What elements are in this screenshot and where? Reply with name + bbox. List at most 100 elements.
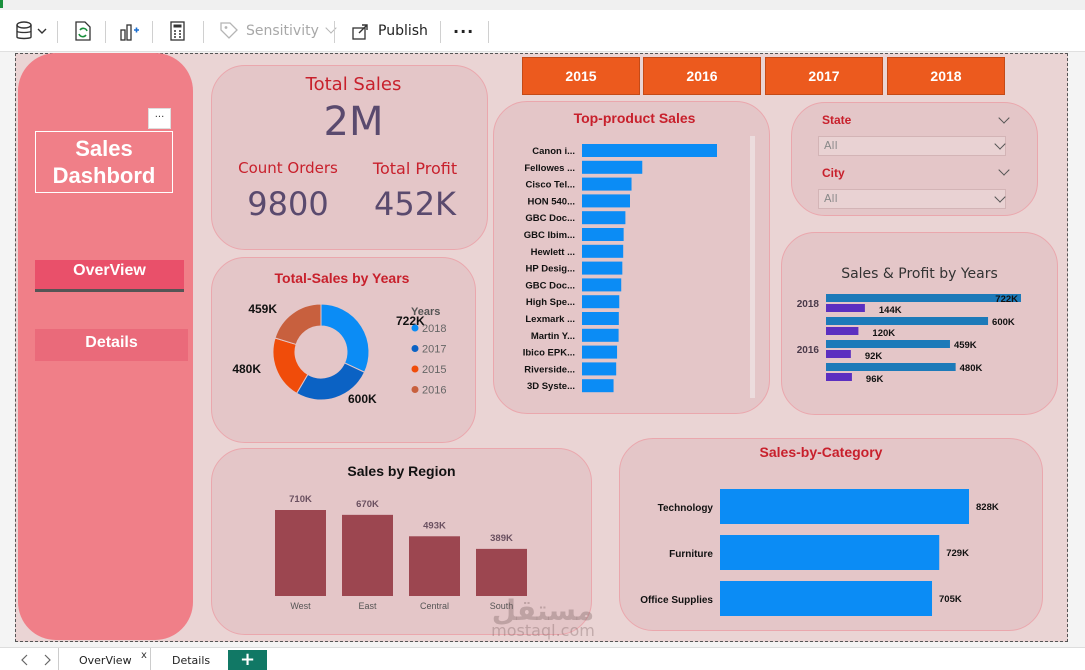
close-icon[interactable]: x [141,650,147,661]
region-category-label: East [358,601,377,611]
legend-marker-2018 [411,324,419,332]
category-bar [720,489,969,524]
tab-details[interactable]: Details [158,648,224,670]
sp-sales-bar [826,294,1021,302]
product-bar [582,278,622,292]
sp-year-label: 2018 [797,299,820,310]
sp-profit-bar [826,327,859,335]
sp-sales-label: 600K [992,317,1015,328]
year-2015-button[interactable]: 2015 [522,57,640,95]
data-source-button[interactable] [14,19,48,43]
region-bar [275,510,326,596]
more-options-button[interactable]: ··· [453,21,475,41]
sp-sales-bar [826,340,950,348]
toolbar-separator [334,21,335,43]
product-label: Riverside... [524,364,575,375]
nav-details-button[interactable]: Details [35,329,188,361]
region-category-label: Central [420,601,449,611]
donut-chart: 722K 600K 480K 459K Years 2018 2017 2015 2016 [232,302,446,406]
sp-profit-label: 144K [879,305,902,316]
sp-sales-label: 459K [954,340,977,351]
total-profit-value: 452K [373,185,457,223]
region-category-label: West [290,601,311,611]
product-bar [582,177,632,191]
product-label: Hewlett ... [531,247,575,258]
product-bar [582,261,623,275]
year-2017-button[interactable]: 2017 [765,57,883,95]
product-bar [582,244,624,258]
app-accent-mark [0,0,3,8]
city-filter-label: City [822,166,845,180]
count-orders-value: 9800 [247,185,329,223]
product-bar [582,362,617,376]
donut-data-label: 459K [248,302,277,316]
category-label: Technology [658,503,714,514]
year-2018-button[interactable]: 2018 [887,57,1005,95]
product-label: Fellowes ... [524,163,575,174]
product-label: HP Desig... [526,264,575,275]
calculation-button[interactable] [168,19,188,43]
top-products-scrollbar[interactable] [750,136,755,398]
category-data-label: 729K [946,548,969,559]
count-orders-label: Count Orders [238,159,338,177]
region-category-label: South [490,601,514,611]
product-bar [582,379,614,393]
product-label: 3D Syste... [527,381,575,392]
dashboard-title-line2: Dashbord [52,163,156,188]
product-label: Martin Y... [531,331,575,342]
donut-slice-2018 [320,303,370,373]
region-data-label: 389K [490,533,513,544]
sp-sales-bar [826,363,956,371]
region-chart: 710K West 670K East 493K Central 389K South [275,494,527,611]
year-2016-button[interactable]: 2016 [643,57,761,95]
donut-legend-title: Years [411,306,440,318]
sensitivity-icon [220,22,238,39]
product-bar [582,144,717,157]
tab-overview[interactable]: OverView x [58,648,151,670]
product-bar [582,211,626,225]
nav-overview-button[interactable]: OverView [35,260,184,292]
toolbar-separator [203,21,204,43]
add-page-button[interactable]: + [228,650,267,670]
state-filter-label: State [822,113,852,127]
product-label: High Spe... [526,297,575,308]
sp-profit-bar [826,350,851,358]
refresh-icon [75,21,91,41]
toolbar-separator [105,21,106,43]
donut-title: Total-Sales by Years [274,270,410,286]
watermark-line2: mostaql.com [491,621,595,640]
category-label: Office Supplies [640,595,713,606]
page-tab-bar: OverView x Details + [0,647,1085,670]
product-label: GBC Doc... [525,213,575,224]
kpi-card [211,65,488,250]
sp-sales-label: 480K [960,363,983,374]
product-bar [582,194,630,208]
region-bar [409,536,460,596]
total-sales-value: 2M [323,99,384,145]
total-profit-label: Total Profit [372,159,458,178]
toolbar-separator [152,21,153,43]
state-dropdown[interactable]: All [818,136,1006,156]
region-bar [342,514,393,596]
sp-sales-bar [826,317,989,325]
new-visual-button[interactable] [118,19,140,43]
sensitivity-button[interactable]: Sensitivity [218,19,337,43]
donut-data-label: 480K [232,362,261,376]
visual-more-options-button[interactable]: ··· [148,108,171,129]
category-data-label: 828K [976,502,999,513]
city-dropdown[interactable]: All [818,189,1006,209]
sp-profit-bar [826,304,865,312]
category-bar [720,535,940,570]
product-label: HON 540... [527,196,575,207]
window-top-strip [0,0,1085,10]
donut-card [211,257,476,443]
product-bar [582,345,618,359]
page-nav-arrows[interactable] [20,654,54,666]
region-data-label: 670K [356,499,379,510]
refresh-button[interactable] [72,19,94,43]
publish-button[interactable]: Publish [350,19,428,43]
category-chart: Technology 828K Furniture 729K Office Suppli… [640,489,999,616]
legend-marker-2016 [411,386,419,393]
legend-label-2017: 2017 [422,344,446,356]
dashboard-title-box: Sales Dashbord [35,131,173,193]
